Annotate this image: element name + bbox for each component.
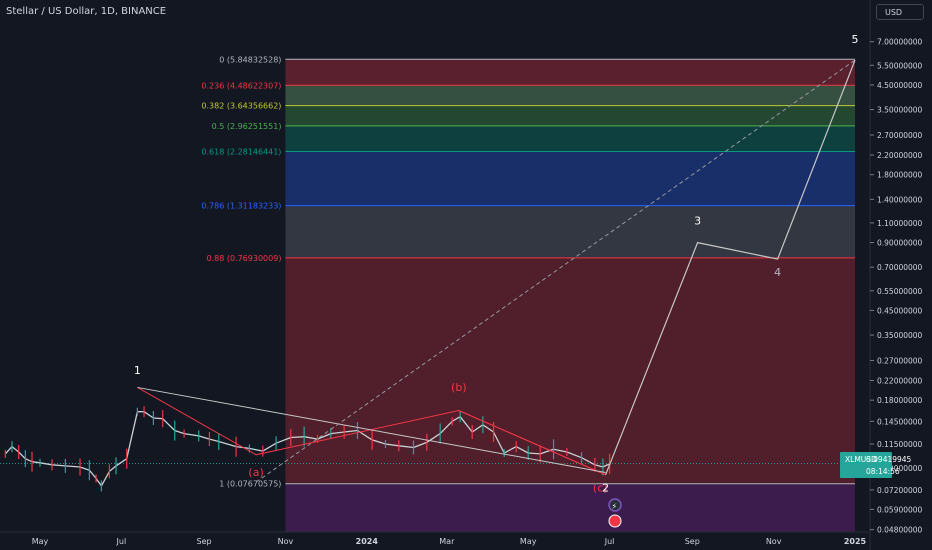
price-tick-label: 7.00000000 [877, 38, 923, 47]
fib-level-label: 0 (5.84832528) [219, 55, 281, 64]
time-tick-label: May [520, 537, 537, 546]
last-price-badge-bg [840, 452, 892, 478]
fib-level-label: 0.88 (0.76930009) [206, 254, 281, 263]
wave-label: (b) [451, 381, 467, 394]
price-tick-label: 1.40000000 [877, 195, 923, 204]
projection-line[interactable] [255, 59, 856, 483]
fib-zone [285, 59, 856, 86]
fib-level-label: 0.786 (1.31183233) [201, 202, 281, 211]
fib-level-label: 0.5 (2.96251551) [212, 122, 282, 131]
price-tick-label: 0.05900000 [877, 505, 923, 514]
time-tick-label: Jul [604, 537, 615, 546]
wave-path[interactable] [605, 59, 856, 476]
lightning-icon[interactable] [608, 498, 622, 512]
price-tick-label: 0.04800000 [877, 526, 923, 535]
price-tick-label: 0.27000000 [877, 356, 923, 365]
price-tick-label: 0.35000000 [877, 331, 923, 340]
badge-countdown: 08:14:56 [866, 467, 900, 476]
triangle-pattern[interactable] [137, 59, 856, 483]
wave-label: 1 [134, 364, 141, 377]
fib-zone [285, 105, 856, 126]
price-series [0, 406, 870, 492]
time-tick-label: Sep [685, 537, 700, 546]
time-tick-label: 2024 [356, 537, 379, 546]
elliott-wave-path[interactable] [605, 59, 856, 476]
chart-title: Stellar / US Dollar, 1D, BINANCE [6, 6, 167, 17]
price-tick-label: 0.70000000 [877, 263, 923, 272]
fib-zone [285, 205, 856, 258]
time-tick-label: May [32, 537, 49, 546]
price-tick-label: 2.70000000 [877, 131, 923, 140]
fib-zone [285, 85, 856, 106]
wave-label: 2 [602, 481, 609, 494]
wave-label: (c) [593, 481, 608, 494]
price-axis[interactable]: 7.00000000 5.50000000 4.50000000 3.50000000… [869, 0, 923, 550]
price-tick-label: 3.50000000 [877, 106, 923, 115]
fib-level-label: 0.236 (4.48622307) [201, 81, 281, 90]
fib-zone [285, 151, 856, 206]
last-price-badge: XLMUSD 0.09419945 08:14:56 [840, 452, 912, 478]
lightning-glyph: ⚡ [612, 502, 618, 511]
price-tick-label: 0.45000000 [877, 306, 923, 315]
event-icons[interactable]: ⚡ [608, 498, 622, 528]
fib-zone [285, 257, 856, 484]
price-tick-label: 0.07200000 [877, 486, 923, 495]
price-tick-label: 0.09000000 [877, 464, 923, 473]
wave-label: 5 [852, 33, 859, 46]
fib-level-label: 1 (0.07670575) [219, 480, 281, 489]
fib-level-label: 0.382 (3.64356662) [201, 102, 281, 111]
flag-icon[interactable] [608, 514, 622, 528]
price-tick-label: 0.55000000 [877, 287, 923, 296]
fibonacci-retracement[interactable]: 0 (5.84832528) 0.236 (4.48622307) 0.382 (3… [201, 55, 856, 532]
price-tick-label: 5.50000000 [877, 61, 923, 70]
price-tick-label: 1.80000000 [877, 171, 923, 180]
triangle-line[interactable] [458, 410, 606, 476]
price-tick-label: 0.11500000 [877, 440, 923, 449]
wave-label: 3 [694, 215, 701, 228]
fib-zone [285, 125, 856, 152]
price-tick-label: 0.18000000 [877, 396, 923, 405]
currency-selector[interactable]: USD [876, 4, 924, 20]
fib-level-label: 0.618 (2.28146441) [201, 147, 281, 156]
price-tick-label: 0.22000000 [877, 377, 923, 386]
time-tick-label: Sep [197, 537, 212, 546]
price-tick-label: 0.90000000 [877, 239, 923, 248]
price-tick-label: 2.20000000 [877, 151, 923, 160]
badge-price: 0.09419945 [866, 455, 912, 464]
fib-extension-zone [285, 483, 856, 532]
time-tick-label: 2025 [844, 537, 867, 546]
wave-labels: 1 3 4 5 (a) (b) (c)2 [134, 33, 859, 494]
time-tick-label: Mar [439, 537, 455, 546]
badge-symbol: XLMUSD [845, 455, 877, 464]
price-tick-label: 1.10000000 [877, 219, 923, 228]
time-axis[interactable]: May Jul Sep Nov 2024 Mar May Jul Sep Nov 2025 [0, 531, 870, 546]
price-tick-label: 4.50000000 [877, 81, 923, 90]
triangle-upper-line[interactable] [137, 386, 606, 473]
wave-label: (a) [248, 466, 263, 479]
time-tick-label: Jul [116, 537, 127, 546]
time-tick-label: Nov [278, 537, 294, 546]
price-tick-label: 0.14500000 [877, 417, 923, 426]
wave-label: 4 [774, 266, 781, 279]
time-tick-label: Nov [766, 537, 782, 546]
